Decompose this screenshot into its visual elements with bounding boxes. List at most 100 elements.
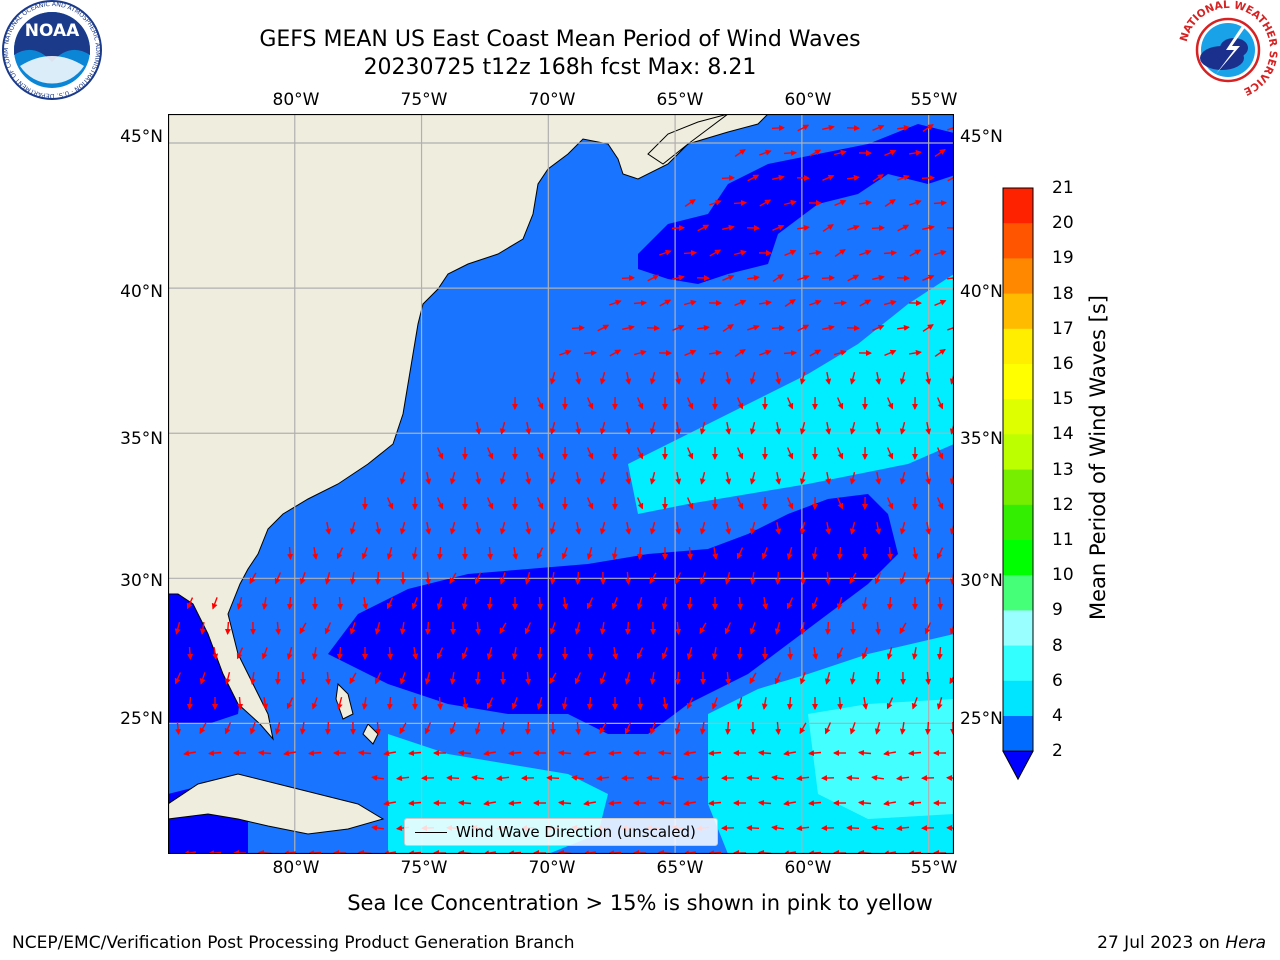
lon-tick-top-70w: 70°W (528, 90, 576, 110)
wind-wave-arrow (175, 721, 182, 735)
colorbar-segment (1003, 364, 1033, 400)
wind-wave-arrow (799, 372, 806, 385)
lat-tick-right-25n: 25°N (960, 709, 1003, 729)
wind-wave-arrow (461, 596, 468, 610)
wind-wave-arrow (886, 697, 894, 710)
wind-wave-arrow (224, 672, 231, 685)
wind-wave-arrow (662, 696, 669, 710)
wind-wave-arrow (559, 349, 572, 356)
wind-wave-arrow (836, 397, 844, 410)
wind-wave-arrow (711, 646, 718, 660)
wind-wave-arrow (436, 546, 443, 560)
wind-wave-arrow (299, 622, 307, 635)
wind-wave-arrow (647, 274, 660, 282)
wind-wave-arrow (847, 274, 860, 282)
lon-tick-top-80w: 80°W (272, 90, 320, 110)
wind-wave-arrow (724, 721, 731, 735)
wind-wave-arrow (849, 522, 856, 535)
wind-wave-arrow (899, 622, 907, 635)
wind-wave-arrow (674, 572, 682, 585)
wind-wave-arrow (411, 597, 418, 610)
wind-wave-arrow (936, 397, 944, 410)
wind-wave-arrow (862, 696, 869, 710)
wind-wave-arrow (774, 622, 781, 635)
wind-wave-arrow (275, 621, 282, 635)
wind-wave-arrow (583, 349, 597, 356)
wind-wave-arrow (561, 547, 568, 560)
wind-wave-arrow (586, 497, 594, 510)
colorbar-tick-label: 10 (1052, 565, 1074, 586)
wind-wave-arrow (836, 647, 844, 660)
wind-wave-arrow (386, 547, 393, 560)
wind-wave-arrow (474, 722, 481, 735)
lat-tick-left-25n: 25°N (120, 709, 163, 729)
wind-wave-arrow (599, 422, 606, 435)
wind-wave-arrow (747, 274, 760, 281)
wind-wave-arrow (674, 671, 681, 685)
wind-wave-arrow (836, 497, 844, 510)
wind-wave-arrow (759, 149, 772, 156)
wind-wave-arrow (936, 547, 944, 560)
wind-wave-arrow (699, 721, 706, 735)
wind-wave-arrow (872, 324, 885, 331)
wind-wave-arrow (536, 497, 544, 510)
wind-wave-arrow (622, 324, 635, 331)
wind-wave-arrow (636, 647, 644, 660)
wind-wave-arrow (287, 546, 294, 560)
wind-wave-arrow (283, 750, 297, 757)
wind-wave-arrow (924, 622, 932, 635)
wind-wave-arrow (859, 299, 872, 307)
wind-wave-arrow (875, 621, 882, 635)
wind-wave-arrow (899, 372, 906, 385)
lat-tick-left-30n: 30°N (120, 571, 163, 591)
wind-wave-arrow (699, 372, 706, 385)
wind-wave-arrow (772, 174, 785, 181)
wind-wave-arrow (675, 371, 682, 385)
wind-wave-arrow (922, 224, 935, 231)
legend-label: Wind Wave Direction (unscaled) (456, 823, 696, 841)
wind-wave-arrow (371, 774, 384, 781)
wind-wave-arrow (749, 622, 756, 635)
wind-wave-arrow (834, 199, 847, 207)
wind-wave-arrow (708, 800, 722, 807)
wind-wave-arrow (575, 371, 582, 385)
wind-wave-arrow (649, 722, 656, 735)
wind-wave-arrow (586, 696, 593, 710)
wind-wave-arrow (934, 149, 946, 157)
credit-branch: NCEP/EMC/Verification Post Processing Pr… (12, 933, 575, 953)
wind-wave-arrow (636, 597, 643, 610)
wind-wave-arrow (549, 672, 557, 685)
wind-wave-arrow (708, 750, 722, 757)
wind-wave-arrow (508, 750, 522, 757)
wind-wave-arrow (636, 546, 643, 560)
wind-wave-arrow (725, 671, 732, 685)
wind-wave-arrow (936, 697, 943, 710)
colorbar-segment (1003, 540, 1033, 576)
wind-wave-arrow (483, 750, 497, 757)
wind-wave-arrow (797, 124, 810, 132)
wind-wave-arrow (846, 824, 860, 831)
wind-wave-arrow (884, 199, 896, 207)
wind-wave-arrow (759, 349, 772, 356)
wind-wave-arrow (875, 521, 882, 535)
wind-wave-arrow (784, 299, 796, 307)
wind-wave-arrow (399, 621, 406, 635)
wind-wave-arrow (849, 472, 856, 485)
wind-wave-arrow (583, 800, 597, 807)
wind-wave-arrow (436, 647, 444, 660)
lon-tick-bottom-80w: 80°W (272, 858, 320, 878)
wind-wave-arrow (871, 224, 885, 231)
wind-wave-arrow (924, 721, 931, 735)
colorbar-segment (1003, 188, 1033, 224)
wind-wave-arrow (446, 774, 460, 781)
wind-wave-arrow (646, 774, 660, 781)
wind-wave-arrow (737, 596, 744, 610)
wind-wave-arrow (324, 721, 331, 735)
colorbar-segment (1003, 469, 1033, 506)
wind-wave-arrow (897, 224, 910, 232)
wind-wave-arrow (186, 696, 193, 710)
wind-wave-arrow (897, 324, 910, 331)
wind-wave-arrow (749, 522, 756, 535)
wind-wave-arrow (633, 299, 647, 306)
wind-wave-arrow (458, 749, 472, 756)
